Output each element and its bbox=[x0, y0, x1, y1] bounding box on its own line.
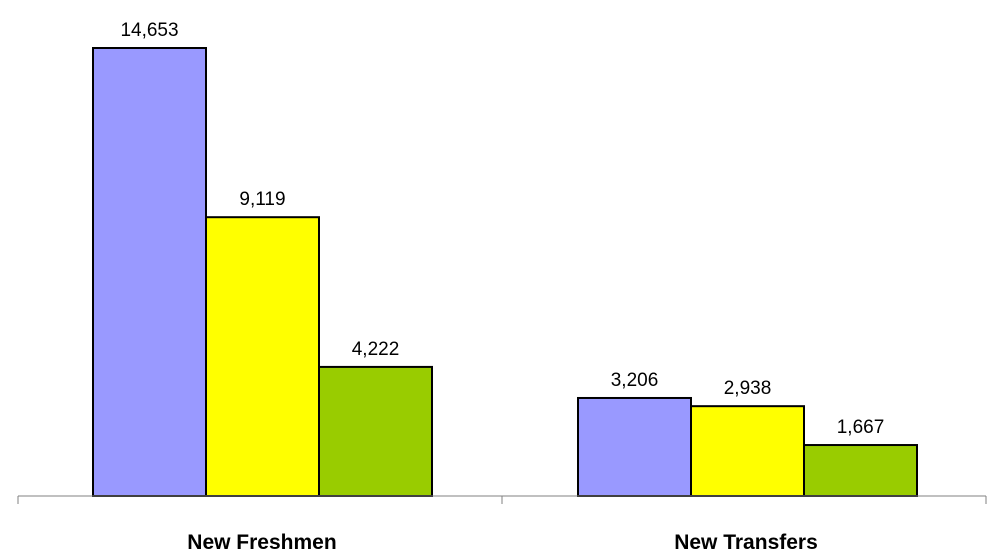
chart-bars bbox=[92, 47, 918, 498]
value-label-new-freshmen-1: 14,653 bbox=[120, 20, 178, 41]
value-label-new-transfers-2: 2,938 bbox=[724, 378, 772, 399]
category-label-new-freshmen: New Freshmen bbox=[187, 531, 336, 554]
bar-new-transfers-3 bbox=[803, 444, 918, 497]
bar-new-freshmen-3 bbox=[318, 365, 433, 497]
value-label-new-transfers-1: 3,206 bbox=[611, 370, 659, 391]
x-axis bbox=[17, 495, 987, 504]
value-label-new-freshmen-3: 4,222 bbox=[352, 339, 400, 360]
value-label-new-freshmen-2: 9,119 bbox=[239, 189, 285, 210]
bar-new-freshmen-2 bbox=[205, 216, 320, 498]
category-label-new-transfers: New Transfers bbox=[674, 531, 818, 554]
chart-value-labels: 14,653 9,119 4,222 3,206 2,938 1,667 bbox=[120, 20, 884, 438]
bar-new-freshmen-1 bbox=[92, 47, 207, 497]
bar-new-transfers-2 bbox=[690, 405, 805, 498]
category-labels: New Freshmen New Transfers bbox=[187, 531, 817, 554]
value-label-new-transfers-3: 1,667 bbox=[837, 417, 885, 438]
bar-new-transfers-1 bbox=[577, 396, 692, 498]
